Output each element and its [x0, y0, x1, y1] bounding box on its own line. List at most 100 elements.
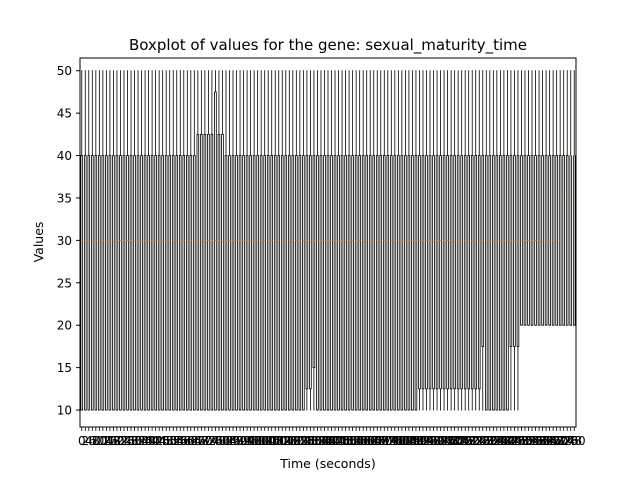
box-68 — [319, 70, 323, 411]
box-9 — [112, 70, 115, 411]
box-body — [288, 155, 291, 411]
box-53 — [266, 70, 270, 411]
box-body — [171, 155, 175, 411]
box-body — [435, 155, 439, 390]
x-tick-label: 44 — [152, 434, 167, 448]
x-tick-label: 170 — [369, 434, 392, 448]
x-tick-label: 230 — [475, 434, 498, 448]
box-118 — [495, 70, 499, 411]
box-126 — [523, 70, 527, 326]
box-body — [91, 155, 94, 411]
x-tick-label: 62 — [183, 434, 198, 448]
x-tick-label: 148 — [331, 434, 354, 448]
box-18 — [143, 70, 147, 411]
y-tick-label: 20 — [57, 319, 72, 333]
box-45 — [238, 70, 242, 411]
box-body — [372, 155, 376, 411]
box-body — [502, 155, 506, 411]
box-40 — [221, 70, 224, 411]
box-50 — [256, 70, 259, 411]
x-tick-label: 108 — [260, 434, 283, 448]
x-tick-label: 2 — [81, 434, 89, 448]
x-tick-label: 30 — [127, 434, 142, 448]
x-tick-label: 190 — [404, 434, 427, 448]
x-tick-label: 220 — [457, 434, 480, 448]
box-29 — [182, 70, 186, 411]
box-91 — [400, 70, 404, 411]
box-107 — [456, 70, 460, 411]
box-123 — [513, 70, 516, 411]
box-body — [488, 155, 492, 411]
box-body — [492, 155, 495, 411]
x-tick-label: 50 — [162, 434, 177, 448]
x-tick-label: 204 — [429, 434, 452, 448]
box-body — [263, 155, 266, 411]
box-body — [210, 133, 214, 411]
box-body — [133, 155, 136, 411]
box-body — [238, 155, 242, 411]
x-tick-label: 146 — [327, 434, 350, 448]
box-body — [175, 155, 179, 411]
x-tick-label: 206 — [433, 434, 456, 448]
box-21 — [154, 70, 157, 411]
x-tick-label: 90 — [232, 434, 247, 448]
box-25 — [168, 70, 171, 411]
x-tick-label: 126 — [292, 434, 315, 448]
y-tick-label: 15 — [57, 361, 72, 375]
box-84 — [375, 70, 379, 411]
x-tick-label: 182 — [390, 434, 413, 448]
y-tick-label: 40 — [57, 149, 72, 163]
box-body — [112, 155, 115, 411]
box-body — [126, 155, 129, 411]
x-tick-label: 256 — [521, 434, 544, 448]
box-35 — [203, 70, 207, 411]
box-body — [115, 155, 119, 411]
x-tick-label: 78 — [211, 434, 226, 448]
x-tick-label: 134 — [306, 434, 329, 448]
box-34 — [200, 70, 203, 411]
box-body — [442, 155, 446, 390]
box-20 — [150, 70, 154, 411]
box-body — [164, 155, 168, 411]
box-body — [365, 155, 368, 411]
box-body — [485, 155, 488, 411]
box-body — [506, 155, 509, 411]
x-tick-label: 234 — [482, 434, 505, 448]
box-body — [273, 155, 277, 411]
box-41 — [224, 70, 228, 411]
box-106 — [453, 70, 456, 411]
box-body — [358, 155, 361, 411]
x-tick-label: 114 — [271, 434, 294, 448]
box-26 — [171, 70, 175, 411]
x-tick-label: 6 — [88, 434, 96, 448]
box-body — [182, 155, 186, 411]
box-39 — [217, 70, 221, 411]
x-tick-label: 26 — [120, 434, 135, 448]
x-tick-label: 116 — [274, 434, 297, 448]
box-body — [270, 155, 273, 411]
y-tick-label: 45 — [57, 107, 72, 121]
y-tick-label: 35 — [57, 191, 72, 205]
box-body — [418, 155, 421, 390]
x-tick-label: 70 — [197, 434, 212, 448]
box-22 — [157, 70, 161, 411]
box-8 — [108, 70, 112, 411]
box-67 — [316, 70, 319, 411]
box-body — [375, 155, 379, 411]
y-tick-label: 25 — [57, 276, 72, 290]
x-tick-label: 214 — [447, 434, 470, 448]
x-tick-label: 262 — [531, 434, 554, 448]
x-tick-label: 0 — [78, 434, 86, 448]
box-body — [136, 155, 140, 411]
box-body — [351, 155, 354, 411]
x-tick-label: 122 — [285, 434, 308, 448]
box-13 — [126, 70, 129, 411]
x-tick-label: 278 — [559, 434, 582, 448]
x-tick-label: 80 — [215, 434, 230, 448]
box-6 — [101, 70, 105, 411]
box-body — [495, 155, 499, 411]
box-body — [189, 155, 193, 411]
box-body — [143, 155, 147, 411]
box-104 — [446, 70, 449, 411]
